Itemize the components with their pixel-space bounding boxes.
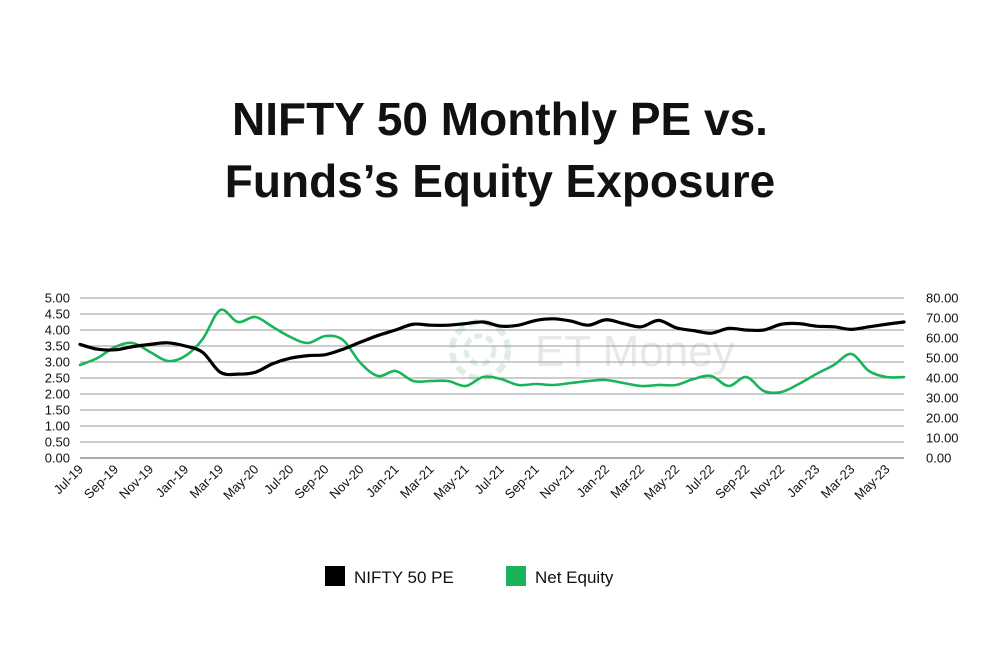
right-y-axis: 0.00 10.00 20.00 30.00 40.00 50.00 60.00 70.00 8… bbox=[926, 291, 959, 466]
left-tick-label-9: 4.50 bbox=[45, 307, 70, 322]
right-tick-label-3: 30.00 bbox=[926, 391, 959, 406]
left-tick-label-10: 5.00 bbox=[45, 291, 70, 306]
right-tick-label-2: 20.00 bbox=[926, 411, 959, 426]
series-lines bbox=[78, 308, 906, 395]
x-tick-label-16: Mar-22 bbox=[607, 462, 647, 502]
x-tick-label-8: Nov-20 bbox=[326, 462, 366, 502]
legend-swatch-nifty-50-pe bbox=[325, 566, 345, 586]
left-tick-label-1: 0.50 bbox=[45, 435, 70, 450]
x-tick-label-21: Jan-23 bbox=[784, 462, 823, 501]
x-tick-label-20: Nov-22 bbox=[747, 462, 787, 502]
watermark-text: ET Money bbox=[535, 327, 735, 376]
right-tick-label-6: 60.00 bbox=[926, 331, 959, 346]
x-tick-label-10: Mar-21 bbox=[397, 462, 437, 502]
left-tick-label-7: 3.50 bbox=[45, 339, 70, 354]
x-tick-label-22: Mar-23 bbox=[818, 462, 858, 502]
left-tick-label-5: 2.50 bbox=[45, 371, 70, 386]
legend-label-net-equity: Net Equity bbox=[535, 568, 614, 587]
x-tick-label-1: Sep-19 bbox=[81, 462, 121, 502]
series-line-nifty-50-pe bbox=[78, 317, 906, 377]
chart-title-line-1: NIFTY 50 Monthly PE vs. bbox=[232, 93, 768, 145]
et-money-logo-icon bbox=[449, 319, 511, 381]
left-tick-label-8: 4.00 bbox=[45, 323, 70, 338]
x-tick-label-17: May-22 bbox=[641, 462, 682, 503]
x-tick-label-3: Jan-19 bbox=[153, 462, 192, 501]
left-tick-label-2: 1.00 bbox=[45, 419, 70, 434]
x-tick-label-15: Jan-22 bbox=[573, 462, 612, 501]
legend-label-nifty-50-pe: NIFTY 50 PE bbox=[354, 568, 454, 587]
x-tick-label-7: Sep-20 bbox=[291, 462, 331, 502]
left-y-axis: 0.000.501.001.502.002.503.003.504.004.50… bbox=[45, 291, 70, 466]
x-tick-label-13: Sep-21 bbox=[502, 462, 542, 502]
right-tick-label-8: 80.00 bbox=[926, 291, 959, 306]
right-tick-label-4: 40.00 bbox=[926, 371, 959, 386]
x-tick-label-19: Sep-22 bbox=[712, 462, 752, 502]
x-tick-label-23: May-23 bbox=[851, 462, 892, 503]
x-tick-label-14: Nov-21 bbox=[537, 462, 577, 502]
legend-swatch-net-equity bbox=[506, 566, 526, 586]
right-tick-label-5: 50.00 bbox=[926, 351, 959, 366]
chart-title-line-2: Funds’s Equity Exposure bbox=[225, 155, 775, 207]
right-tick-label-1: 10.00 bbox=[926, 431, 959, 446]
legend: NIFTY 50 PE Net Equity bbox=[325, 566, 614, 587]
left-tick-label-4: 2.00 bbox=[45, 387, 70, 402]
series-line-net-equity bbox=[78, 308, 906, 395]
left-tick-label-0: 0.00 bbox=[45, 451, 70, 466]
x-tick-label-5: May-20 bbox=[220, 462, 261, 503]
left-tick-label-6: 3.00 bbox=[45, 355, 70, 370]
watermark: ET Money bbox=[449, 319, 735, 381]
x-tick-label-2: Nov-19 bbox=[116, 462, 156, 502]
x-tick-label-4: Mar-19 bbox=[187, 462, 227, 502]
x-tick-label-11: May-21 bbox=[431, 462, 472, 503]
right-tick-label-7: 70.00 bbox=[926, 311, 959, 326]
left-tick-label-3: 1.50 bbox=[45, 403, 70, 418]
right-tick-label-0: 0.00 bbox=[926, 451, 951, 466]
x-tick-label-9: Jan-21 bbox=[363, 462, 402, 501]
